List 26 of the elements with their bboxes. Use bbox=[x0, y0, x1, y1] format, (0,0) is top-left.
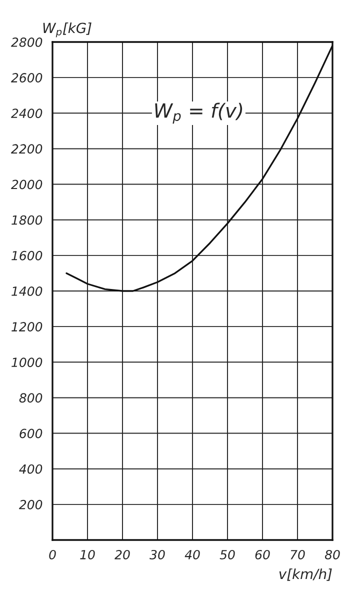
x-tick-label: 30 bbox=[150, 550, 165, 560]
y-tick-label: 2600 bbox=[11, 73, 42, 82]
y-tick-label: 1000 bbox=[12, 358, 42, 368]
y-tick-label: 200 bbox=[18, 500, 42, 510]
x-tick-label: 0 bbox=[49, 550, 56, 560]
x-tick-label: 10 bbox=[80, 550, 95, 560]
x-tick-label: 60 bbox=[255, 550, 270, 560]
y-tick-label: 2400 bbox=[11, 108, 42, 118]
y-tick-label: 1800 bbox=[12, 215, 42, 225]
y-axis-title: W$_{p}$[kG] bbox=[43, 22, 92, 38]
x-tick-label: 50 bbox=[220, 550, 235, 560]
y-tick-label: 400 bbox=[19, 464, 42, 474]
y-tick-label: 2800 bbox=[11, 37, 42, 47]
x-tick-label: 20 bbox=[114, 550, 130, 560]
x-tick-label: 40 bbox=[184, 550, 200, 560]
y-tick-label: 1200 bbox=[12, 322, 42, 332]
y-tick-label: 2200 bbox=[11, 144, 42, 154]
x-axis-title: v[km/h] bbox=[279, 568, 332, 581]
y-tick-label: 1600 bbox=[12, 250, 42, 260]
y-tick-label: 1400 bbox=[12, 286, 42, 296]
x-tick-label: 70 bbox=[290, 550, 305, 560]
y-tick-label: 800 bbox=[19, 393, 42, 403]
y-tick-label: 600 bbox=[20, 428, 42, 438]
y-tick-label: 2000 bbox=[11, 180, 42, 190]
x-tick-label: 80 bbox=[324, 550, 340, 560]
annotation: W$_{p}$ = f(v) bbox=[155, 102, 242, 124]
